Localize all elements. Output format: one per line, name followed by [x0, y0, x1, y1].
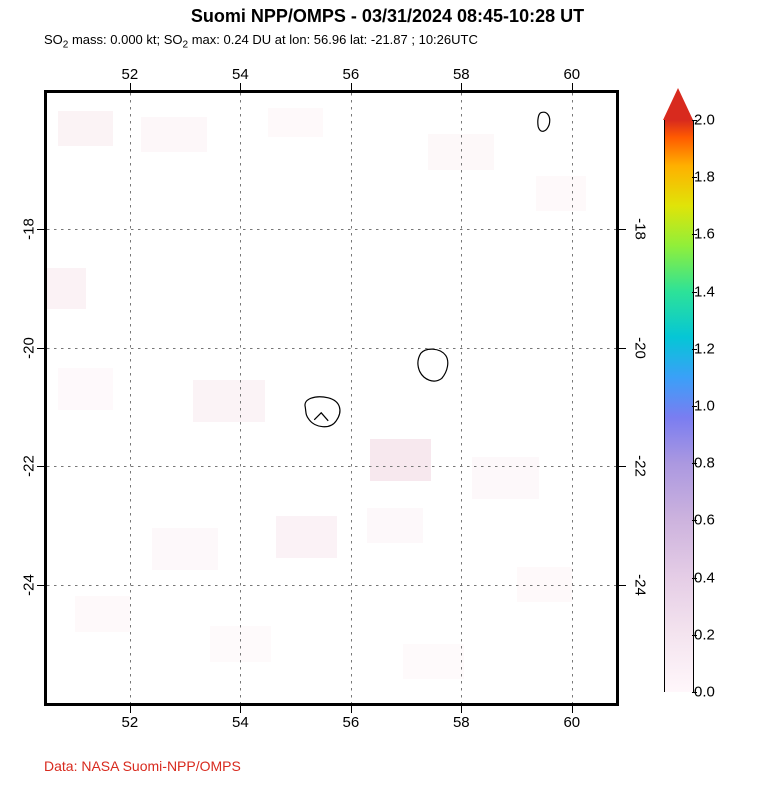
axis-tickmark	[37, 585, 44, 586]
colorbar-tick-label: 1.6	[694, 226, 715, 243]
colorbar-tick-label: 0.0	[694, 684, 715, 701]
colorbar-tick-label: 1.4	[694, 283, 715, 300]
islands-layer	[47, 93, 616, 703]
subtitle-seg: SO	[44, 32, 63, 47]
axis-tickmark	[461, 706, 462, 713]
gridline-horizontal	[47, 585, 616, 586]
chart-title: Suomi NPP/OMPS - 03/31/2024 08:45-10:28 …	[191, 6, 584, 27]
axis-tick-label: -22	[631, 455, 648, 477]
axis-tickmark	[351, 83, 352, 90]
axis-tick-label: 56	[342, 66, 359, 83]
axis-tickmark	[461, 83, 462, 90]
colorbar-tick-label: 0.8	[694, 455, 715, 472]
gridline-horizontal	[47, 466, 616, 467]
gridline-vertical	[240, 93, 241, 703]
axis-tickmark	[37, 348, 44, 349]
colorbar-tick-label: 2.0	[694, 112, 715, 129]
axis-tick-label: -20	[20, 337, 37, 359]
gridline-vertical	[351, 93, 352, 703]
axis-tick-label: 56	[342, 714, 359, 731]
axis-tickmark	[240, 706, 241, 713]
axis-tick-label: 54	[232, 66, 249, 83]
axis-tick-label: -18	[631, 218, 648, 240]
axis-tick-label: 52	[122, 66, 139, 83]
axis-tick-label: -24	[20, 574, 37, 596]
axis-tick-label: 54	[232, 714, 249, 731]
colorbar-tick-label: 0.2	[694, 626, 715, 643]
axis-tickmark	[37, 229, 44, 230]
axis-tick-label: 52	[122, 714, 139, 731]
map-plot	[44, 90, 619, 706]
gridline-vertical	[572, 93, 573, 703]
axis-tickmark	[130, 83, 131, 90]
axis-tickmark	[37, 466, 44, 467]
gridline-horizontal	[47, 348, 616, 349]
axis-tickmark	[351, 706, 352, 713]
chart-subtitle: SO2 mass: 0.000 kt; SO2 max: 0.24 DU at …	[44, 32, 478, 51]
colorbar-tick-label: 0.6	[694, 512, 715, 529]
axis-tickmark	[619, 466, 626, 467]
colorbar-tick-label: 1.2	[694, 340, 715, 357]
colorbar-arrow-icon	[663, 88, 693, 120]
axis-tickmark	[572, 706, 573, 713]
colorbar-tick-label: 1.8	[694, 169, 715, 186]
axis-tick-label: -22	[20, 455, 37, 477]
axis-tickmark	[619, 229, 626, 230]
colorbar: 0.00.20.40.60.81.01.21.41.61.82.0 PCA SO…	[664, 88, 692, 708]
axis-tickmark	[572, 83, 573, 90]
gridline-vertical	[130, 93, 131, 703]
axis-tickmark	[619, 585, 626, 586]
island-reunion	[305, 397, 340, 427]
data-credit: Data: NASA Suomi-NPP/OMPS	[44, 758, 241, 774]
gridline-horizontal	[47, 229, 616, 230]
island-rodrigues	[538, 112, 550, 131]
axis-tickmark	[240, 83, 241, 90]
axis-tickmark	[619, 348, 626, 349]
colorbar-gradient	[664, 120, 694, 692]
gridline-vertical	[461, 93, 462, 703]
colorbar-tick-label: 0.4	[694, 569, 715, 586]
axis-tick-label: -24	[631, 574, 648, 596]
subtitle-seg: mass: 0.000 kt; SO	[68, 32, 182, 47]
axis-tick-label: 58	[453, 66, 470, 83]
axis-tick-label: -20	[631, 337, 648, 359]
island-mauritius	[418, 349, 448, 381]
axis-tick-label: -18	[20, 218, 37, 240]
axis-tick-label: 60	[563, 714, 580, 731]
axis-tick-label: 58	[453, 714, 470, 731]
subtitle-seg: max: 0.24 DU at lon: 56.96 lat: -21.87 ;…	[188, 32, 478, 47]
colorbar-tick-label: 1.0	[694, 398, 715, 415]
axis-tick-label: 60	[563, 66, 580, 83]
axis-tickmark	[130, 706, 131, 713]
